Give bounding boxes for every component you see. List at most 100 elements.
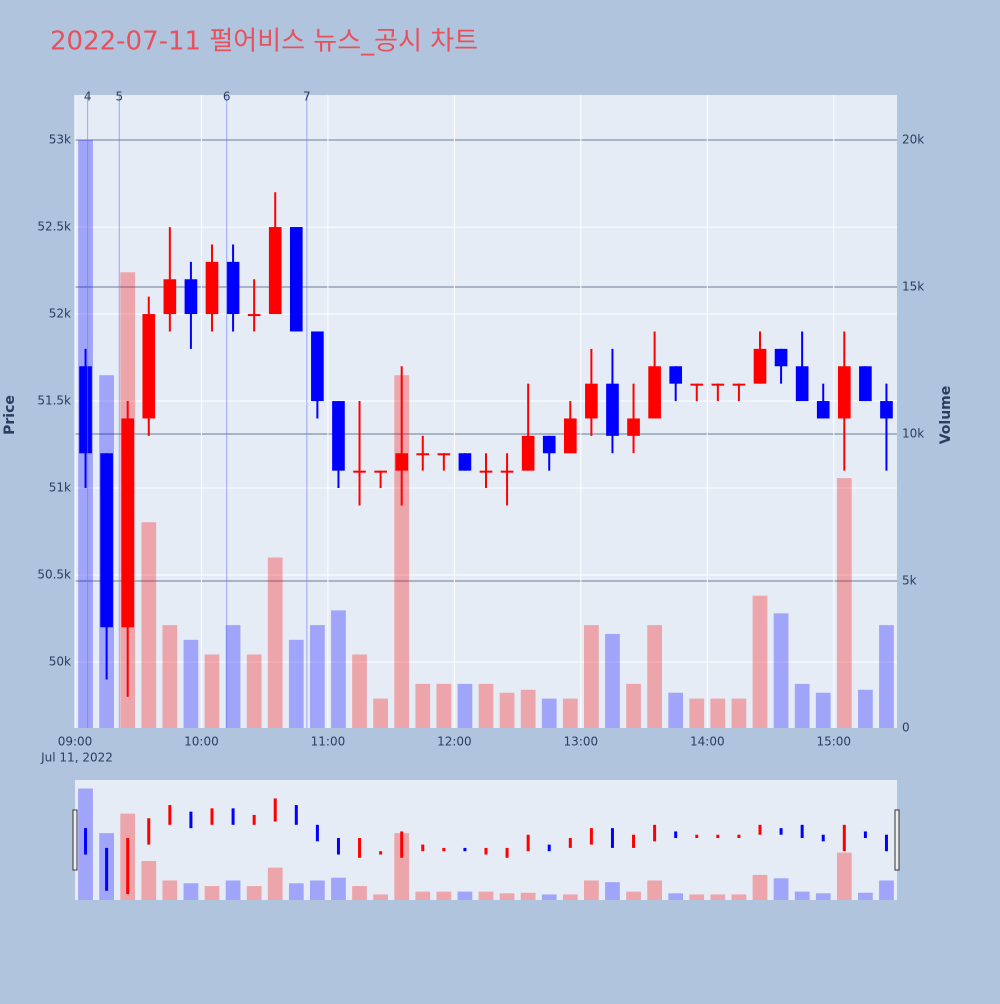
slider-volume-bar: [815, 893, 831, 900]
candle-body: [606, 383, 619, 436]
candle-body: [521, 435, 535, 471]
x-tick-label: 14:00: [690, 735, 725, 749]
chart-title: 2022-07-11 펄어비스 뉴스_공시 차트: [50, 27, 478, 57]
slider-volume-bar: [858, 892, 873, 900]
range-slider[interactable]: [75, 780, 897, 900]
y-tick-label: 52.5k: [37, 220, 71, 234]
volume-bar: [162, 625, 178, 728]
slider-volume-bar: [647, 880, 662, 900]
slider-volume-bar: [879, 880, 894, 900]
candle-body: [205, 261, 219, 315]
volume-bar: [373, 698, 388, 728]
candle-body: [880, 401, 893, 419]
volume-bar: [478, 683, 494, 728]
candle-body: [648, 366, 661, 419]
volume-bar: [647, 625, 662, 728]
slider-volume-bar: [773, 878, 789, 900]
y-tick-label: 53k: [49, 133, 71, 147]
candle-body: [732, 383, 746, 386]
candle-body: [247, 314, 261, 317]
candle-body: [416, 453, 430, 456]
event-label: 4: [84, 90, 92, 104]
slider-volume-bar: [457, 891, 473, 900]
slider-handle-left[interactable]: [72, 809, 78, 871]
slider-volume-bar: [584, 880, 599, 900]
x-tick-label: 11:00: [311, 735, 346, 749]
volume-bar: [668, 692, 684, 728]
volume-bar: [183, 639, 199, 728]
volume-bar: [731, 698, 747, 728]
volume-bar: [246, 654, 262, 728]
candle-body: [711, 383, 725, 386]
slider-volume-bar: [246, 886, 262, 900]
event-label: 6: [223, 90, 231, 104]
y2-tick-label: 10k: [902, 427, 924, 441]
slider-volume-bar: [605, 882, 620, 900]
volume-bar: [415, 683, 431, 728]
slider-volume-bar: [710, 894, 726, 900]
slider-volume-bar: [204, 886, 220, 900]
slider-volume-bar: [626, 891, 641, 900]
x-tick-label: 12:00: [437, 735, 472, 749]
y2-tick-label: 15k: [902, 280, 924, 294]
volume-bar: [858, 689, 873, 728]
candle-body: [458, 453, 472, 471]
volume-bar: [794, 683, 810, 728]
candle-body: [395, 453, 409, 471]
slider-volume-bar: [731, 894, 747, 900]
candle-body: [268, 227, 282, 315]
volume-bar: [689, 698, 705, 728]
slider-volume-bar: [183, 883, 199, 900]
slider-volume-bar: [689, 894, 705, 900]
candle-body: [627, 418, 640, 436]
candle-body: [289, 227, 303, 332]
candle-body: [226, 261, 240, 315]
candle-body: [163, 279, 177, 315]
volume-bar: [331, 610, 346, 728]
x-tick-label: 10:00: [184, 735, 219, 749]
candle-body: [563, 418, 577, 454]
volume-bar: [520, 689, 536, 728]
slider-volume-bar: [668, 893, 684, 900]
volume-bar: [815, 692, 831, 728]
y2-tick-label: 0: [902, 721, 910, 735]
candle-body: [311, 331, 324, 402]
candle-body: [79, 366, 92, 454]
candle-body: [479, 470, 493, 473]
slider-volume-bar: [541, 894, 557, 900]
candle-body: [753, 348, 767, 384]
y-tick-label: 50.5k: [37, 568, 71, 582]
candle-body: [795, 366, 809, 402]
volume-bar: [288, 639, 304, 728]
event-label: 7: [303, 90, 311, 104]
volume-bar: [836, 478, 852, 728]
y-axis-title: Price: [2, 395, 18, 435]
plot-area: [75, 95, 897, 728]
candle-body: [585, 383, 598, 419]
slider-volume-bar: [225, 880, 241, 900]
volume-bar: [584, 625, 599, 728]
slider-volume-bar: [267, 867, 283, 900]
x-tick-label: 13:00: [564, 735, 599, 749]
slider-volume-bar: [141, 860, 157, 900]
x-tick-label: 15:00: [816, 735, 851, 749]
slider-volume-bar: [478, 891, 494, 900]
candle-body: [542, 435, 556, 454]
volume-bar: [141, 522, 157, 728]
candle-body: [184, 279, 198, 315]
slider-volume-bar: [562, 894, 578, 900]
slider-volume-bar: [331, 877, 346, 900]
candle-body: [142, 314, 156, 419]
y2-axis-title: Volume: [938, 386, 954, 445]
volume-bar: [710, 698, 726, 728]
slider-handle-right[interactable]: [894, 809, 900, 871]
volume-bar: [267, 557, 283, 728]
slider-volume-bar: [794, 891, 810, 900]
x-date-label: Jul 11, 2022: [40, 751, 113, 765]
candle-body: [437, 453, 451, 456]
candle-body: [774, 348, 788, 367]
slider-volume-bar: [436, 891, 452, 900]
volume-bar: [436, 683, 452, 728]
slider-volume-bar: [752, 874, 768, 900]
